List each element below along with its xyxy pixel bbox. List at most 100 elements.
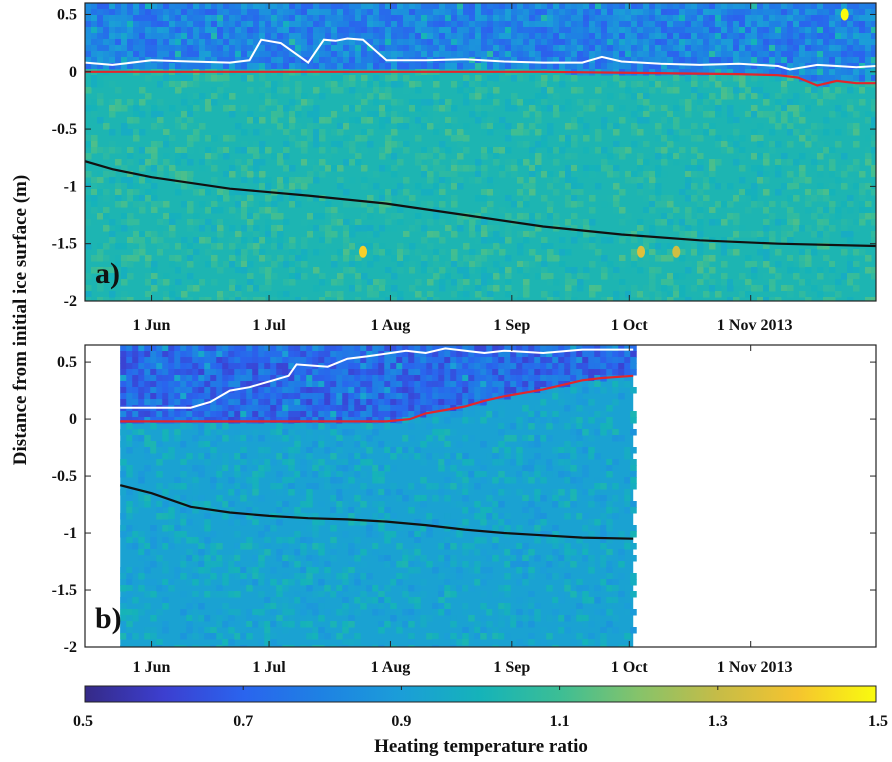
- heatmap-cell: [301, 255, 308, 262]
- heatmap-cell: [643, 207, 650, 214]
- heatmap-cell: [270, 369, 277, 376]
- heatmap-cell: [391, 27, 398, 34]
- heatmap-cell: [805, 21, 812, 28]
- heatmap-cell: [631, 255, 638, 262]
- heatmap-cell: [553, 159, 560, 166]
- heatmap-cell: [523, 99, 530, 106]
- heatmap-cell: [781, 231, 788, 238]
- heatmap-cell: [295, 273, 302, 280]
- heatmap-cell: [294, 345, 301, 352]
- heatmap-cell: [715, 99, 722, 106]
- heatmap-cell: [409, 105, 416, 112]
- heatmap-cell: [276, 645, 283, 647]
- heatmap-cell: [181, 291, 188, 298]
- heatmap-cell: [841, 27, 848, 34]
- heatmap-cell: [145, 255, 152, 262]
- heatmap-cell: [181, 15, 188, 22]
- heatmap-cell: [511, 165, 518, 172]
- heatmap-cell: [234, 351, 241, 358]
- heatmap-cell: [252, 609, 259, 616]
- heatmap-cell: [823, 39, 830, 46]
- y-tick-label: 0: [69, 64, 77, 81]
- heatmap-cell: [673, 105, 680, 112]
- heatmap-cell: [85, 9, 92, 16]
- heatmap-cell: [487, 15, 494, 22]
- heatmap-cell: [192, 477, 199, 484]
- heatmap-cell: [667, 273, 674, 280]
- heatmap-cell: [319, 27, 326, 34]
- heatmap-cell: [307, 3, 314, 10]
- heatmap-cell: [217, 51, 224, 58]
- heatmap-cell: [643, 255, 650, 262]
- heatmap-cell: [535, 129, 542, 136]
- heatmap-cell: [727, 279, 734, 286]
- heatmap-cell: [547, 15, 554, 22]
- heatmap-cell: [427, 171, 434, 178]
- heatmap-cell: [241, 225, 248, 232]
- heatmap-cell: [607, 237, 614, 244]
- heatmap-cell: [535, 165, 542, 172]
- heatmap-cell: [193, 105, 200, 112]
- heatmap-cell: [276, 453, 283, 460]
- heatmap-cell: [439, 249, 446, 256]
- heatmap-cell: [391, 9, 398, 16]
- heatmap-cell: [343, 141, 350, 148]
- heatmap-cell: [282, 411, 289, 418]
- heatmap-cell: [162, 645, 169, 647]
- heatmap-cell: [847, 15, 854, 22]
- heatmap-cell: [667, 243, 674, 250]
- heatmap-cell: [205, 147, 212, 154]
- heatmap-cell: [325, 225, 332, 232]
- heatmap-cell: [739, 189, 746, 196]
- heatmap-cell: [145, 297, 152, 301]
- heatmap-cell: [276, 357, 283, 364]
- heatmap-cell: [571, 63, 578, 70]
- heatmap-cell: [487, 39, 494, 46]
- heatmap-cell: [397, 195, 404, 202]
- heatmap-cell: [535, 99, 542, 106]
- heatmap-cell: [739, 45, 746, 52]
- heatmap-cell: [601, 267, 608, 274]
- heatmap-cell: [571, 297, 578, 301]
- heatmap-cell: [175, 117, 182, 124]
- heatmap-cell: [787, 213, 794, 220]
- heatmap-cell: [330, 495, 337, 502]
- heatmap-cell: [259, 33, 266, 40]
- heatmap-cell: [571, 39, 578, 46]
- heatmap-cell: [529, 153, 536, 160]
- heatmap-cell: [294, 447, 301, 454]
- heatmap-cell: [349, 261, 356, 268]
- heatmap-cell: [186, 615, 193, 622]
- heatmap-cell: [301, 51, 308, 58]
- heatmap-cell: [91, 21, 98, 28]
- heatmap-cell: [739, 273, 746, 280]
- heatmap-cell: [529, 249, 536, 256]
- heatmap-cell: [757, 297, 764, 301]
- heatmap-cell: [367, 129, 374, 136]
- heatmap-cell: [180, 417, 187, 424]
- heatmap-cell: [163, 219, 170, 226]
- heatmap-cell: [283, 177, 290, 184]
- heatmap-cell: [439, 183, 446, 190]
- heatmap-cell: [156, 513, 163, 520]
- heatmap-cell: [553, 219, 560, 226]
- heatmap-cell: [697, 99, 704, 106]
- heatmap-cell: [306, 597, 313, 604]
- heatmap-cell: [97, 27, 104, 34]
- heatmap-cell: [300, 465, 307, 472]
- heatmap-cell: [277, 51, 284, 58]
- heatmap-cell: [174, 573, 181, 580]
- heatmap-cell: [181, 45, 188, 52]
- heatmap-cell: [181, 261, 188, 268]
- heatmap-cell: [343, 105, 350, 112]
- heatmap-cell: [204, 561, 211, 568]
- heatmap-cell: [367, 3, 374, 10]
- x-tick-label: 1 Aug: [371, 317, 411, 334]
- heatmap-cell: [421, 51, 428, 58]
- heatmap-cell: [865, 57, 872, 64]
- heatmap-cell: [198, 441, 205, 448]
- heatmap-cell: [234, 567, 241, 574]
- heatmap-cell: [673, 99, 680, 106]
- heatmap-cell: [277, 159, 284, 166]
- heatmap-cell: [192, 615, 199, 622]
